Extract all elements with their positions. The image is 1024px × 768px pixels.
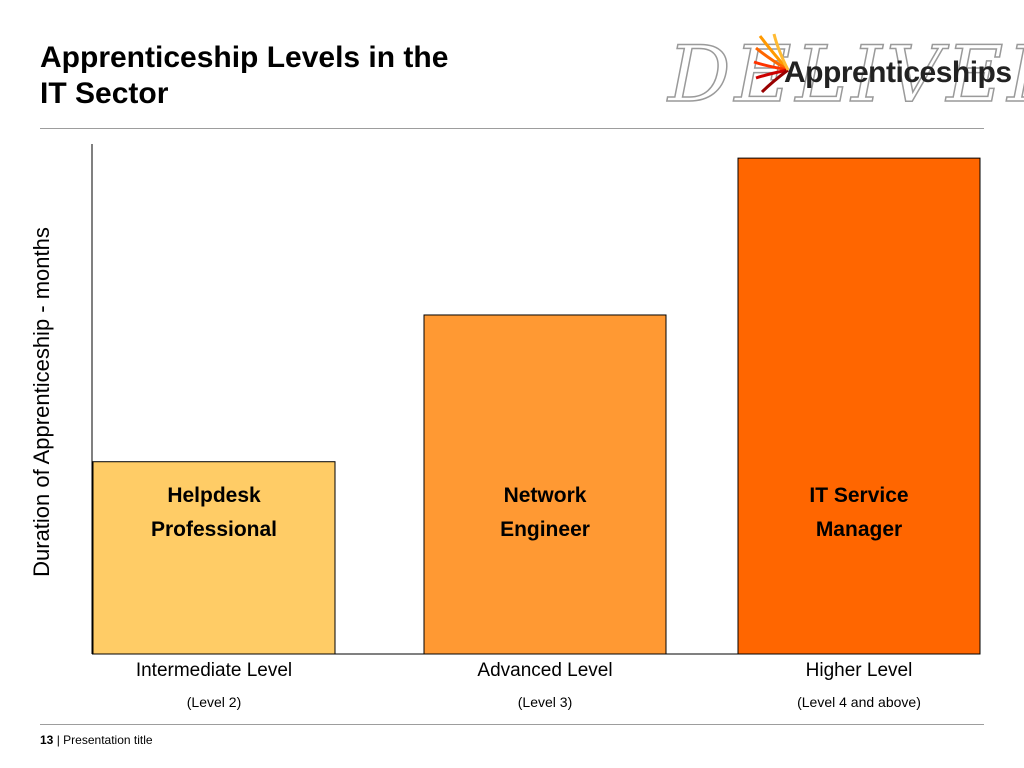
x-tick-label-3: Higher Level (806, 660, 913, 681)
burst-icon (753, 33, 790, 94)
footer-separator: | (56, 733, 60, 747)
header-divider (40, 128, 984, 129)
bar-3-label-line-1: IT Service (809, 484, 908, 507)
footer-divider (40, 724, 984, 725)
deliver-watermark: DELIVER (667, 29, 1024, 121)
x-tick-sublabel-1: (Level 2) (187, 694, 241, 710)
bar-2-label-line-2: Engineer (500, 518, 590, 541)
bar-3 (737, 157, 981, 655)
slide-title-line-2: IT Sector (40, 77, 169, 110)
apprenticeships-wordmark: Apprenticeships (784, 56, 1012, 89)
x-tick-sublabel-3: (Level 4 and above) (797, 694, 921, 710)
slide-footer: 13 | Presentation title (40, 733, 153, 747)
bar-1-label-line-1: Helpdesk (167, 484, 261, 507)
bar-2 (423, 314, 667, 655)
slide-title-line-1: Apprenticeship Levels in the (40, 41, 449, 74)
x-tick-label-1: Intermediate Level (136, 660, 292, 681)
slide-title: Apprenticeship Levels in the IT Sector (40, 40, 448, 112)
x-tick-sublabel-2: (Level 3) (518, 694, 572, 710)
bar-1 (92, 461, 336, 655)
bar-1-label-line-2: Professional (151, 518, 277, 541)
presentation-title: Presentation title (63, 733, 153, 747)
x-tick-label-2: Advanced Level (477, 660, 612, 681)
deliver-apprenticeships-logo: DELIVER Apprenticeships (662, 22, 1024, 128)
page-number: 13 (40, 733, 54, 747)
bar-3-label-line-2: Manager (816, 518, 902, 541)
bar-2-label-line-1: Network (504, 484, 587, 507)
